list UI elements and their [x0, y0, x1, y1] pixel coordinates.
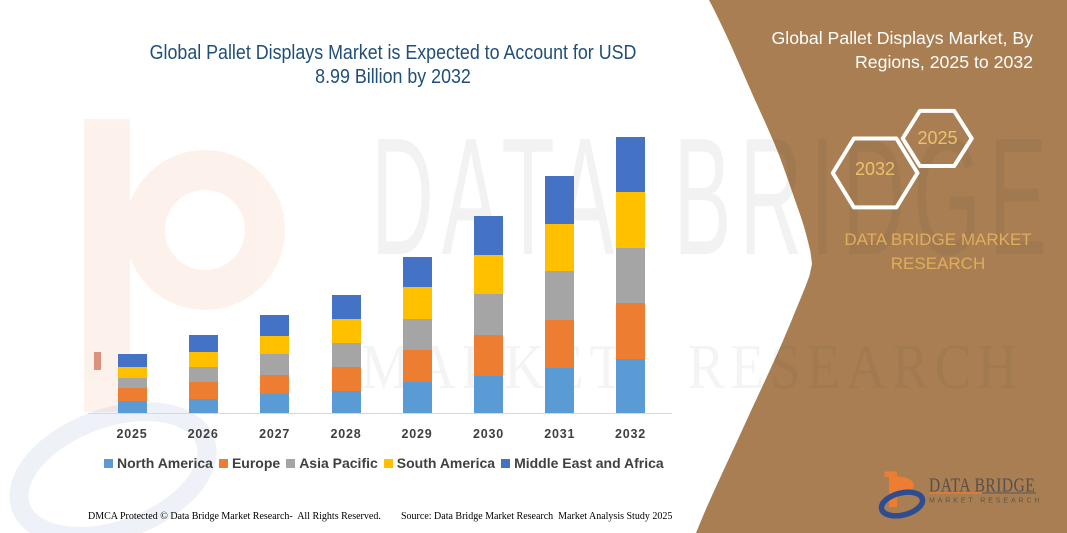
- svg-text:MARKET RESEARCH: MARKET RESEARCH: [361, 331, 1023, 401]
- svg-text:DATA BRIDGE: DATA BRIDGE: [929, 474, 1035, 496]
- svg-text:MARKET RESEARCH: MARKET RESEARCH: [929, 498, 1042, 505]
